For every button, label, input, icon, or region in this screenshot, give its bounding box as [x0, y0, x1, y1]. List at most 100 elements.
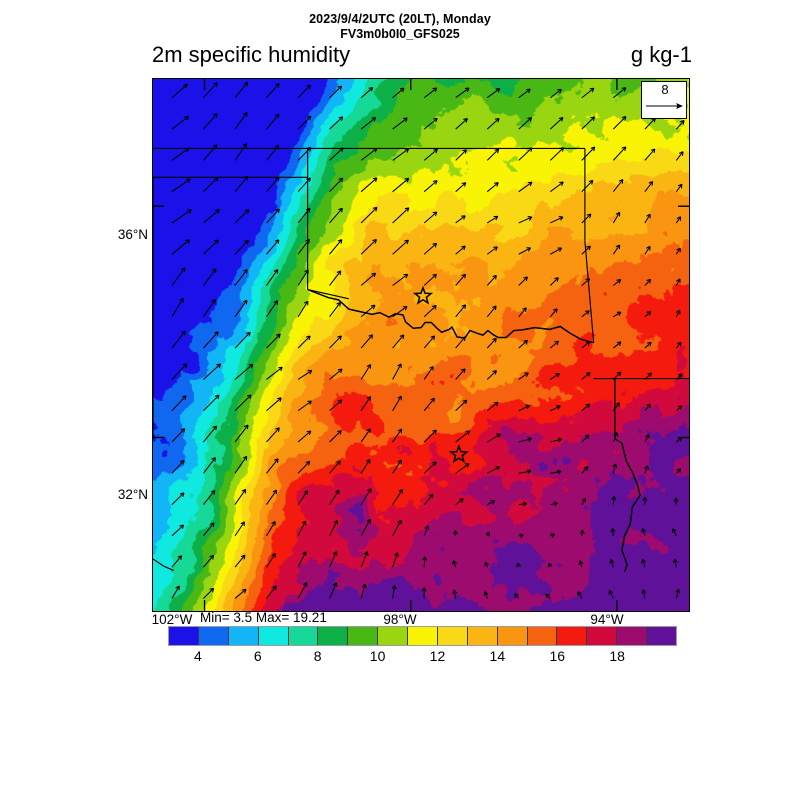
wind-vector: [171, 239, 191, 255]
wind-vector: [455, 245, 466, 255]
colorbar-swatch-15: [617, 627, 647, 645]
wind-vector: [297, 582, 308, 599]
wind-vector: [518, 147, 533, 161]
colorbar-tick-4: 4: [194, 648, 202, 664]
wind-vector: [579, 529, 585, 536]
lon-tick-94w: 94°W: [590, 612, 624, 627]
wind-vector: [612, 179, 624, 192]
wind-vector: [613, 311, 622, 318]
wind-vector: [612, 279, 622, 286]
wind-vector: [644, 181, 654, 192]
colorbar-swatch-14: [587, 627, 618, 645]
wind-vector: [360, 206, 378, 224]
wind-vector: [234, 331, 251, 349]
wind-vector: [581, 403, 591, 412]
wind-vector: [392, 395, 402, 412]
wind-vector: [360, 304, 376, 318]
wind-vector: [550, 181, 564, 193]
wind-vector: [641, 558, 647, 568]
wind-vector: [486, 337, 497, 349]
wind-vector: [486, 305, 497, 318]
wind-vector: [612, 87, 627, 99]
wind-vector: [391, 584, 397, 599]
wind-vector: [329, 116, 344, 130]
wind-vector: [675, 405, 683, 412]
wind-vector: [234, 554, 246, 568]
wind-vector: [360, 238, 377, 255]
page-title: 2m specific humidity: [152, 42, 351, 67]
wind-vector: [202, 457, 216, 474]
wind-vector: [202, 268, 217, 286]
wind-vector: [518, 404, 531, 412]
wind-vector: [360, 428, 371, 443]
wind-vector: [455, 463, 470, 474]
wind-vector: [297, 335, 311, 349]
wind-vector: [486, 182, 499, 193]
wind-vector: [612, 146, 627, 161]
wind-vector: [486, 246, 498, 255]
wind-vector: [297, 490, 309, 505]
wind-vector: [171, 209, 192, 224]
colorbar-swatch-10: [467, 627, 498, 645]
wind-vector: [423, 148, 438, 161]
wind-vector: [518, 469, 532, 475]
colorbar[interactable]: [168, 626, 677, 646]
wind-arrow-icon: [646, 103, 683, 109]
wind-vector: [171, 115, 189, 130]
wind-vector: [518, 276, 528, 286]
wind-vector: [644, 372, 653, 380]
wind-vector: [644, 310, 652, 318]
wind-reference-value: 8: [661, 82, 669, 97]
wind-vector: [329, 85, 343, 99]
wind-vector: [518, 307, 527, 318]
wind-vector: [611, 496, 617, 505]
wind-vector: [423, 429, 437, 443]
wind-vector: [514, 593, 520, 599]
wind-vector: [297, 207, 311, 224]
wind-vector: [487, 500, 496, 506]
wind-vector: [329, 177, 344, 193]
wind-vector: [484, 561, 489, 568]
wind-vector: [675, 341, 682, 349]
wind-vector: [297, 177, 311, 193]
colorbar-tick-12: 12: [429, 648, 446, 664]
wind-vector: [203, 208, 220, 224]
wind-vector: [486, 117, 500, 130]
wind-vector: [297, 369, 313, 380]
wind-vector: [609, 559, 615, 568]
colorbar-tick-6: 6: [253, 648, 262, 664]
lat-tick-32n: 32°N: [117, 487, 148, 502]
wind-vector: [266, 113, 280, 130]
wind-vector: [171, 428, 186, 443]
wind-vector: [550, 437, 563, 443]
wind-vector: [486, 369, 498, 380]
wind-vector: [518, 181, 533, 193]
wind-vector: [297, 551, 307, 568]
wind-vector: [266, 333, 281, 349]
wind-vector: [203, 554, 215, 568]
wind-vector: [266, 366, 283, 380]
wind-vector: [644, 465, 649, 474]
wind-vector: [329, 399, 343, 412]
wind-vector: [234, 588, 247, 599]
wind-reference-legend: 8: [641, 81, 687, 119]
wind-vector: [329, 460, 341, 474]
wind-vector: [234, 455, 248, 474]
wind-vector: [297, 238, 310, 255]
wind-vector: [455, 430, 471, 443]
wind-vector: [486, 274, 497, 286]
wind-vector: [392, 305, 408, 318]
wind-vector: [487, 465, 501, 474]
map-plot-area[interactable]: 8: [152, 78, 690, 612]
wind-vector: [550, 216, 564, 224]
wind-vector: [612, 371, 622, 380]
wind-vector: [234, 111, 248, 130]
wind-vector: [486, 433, 502, 443]
wind-vector: [392, 363, 402, 380]
wind-vector: [203, 394, 220, 412]
wind-vector: [549, 340, 559, 349]
wind-vector: [234, 488, 247, 505]
wind-vector: [297, 520, 307, 537]
wind-vector: [203, 144, 218, 161]
wind-vector: [644, 434, 650, 443]
